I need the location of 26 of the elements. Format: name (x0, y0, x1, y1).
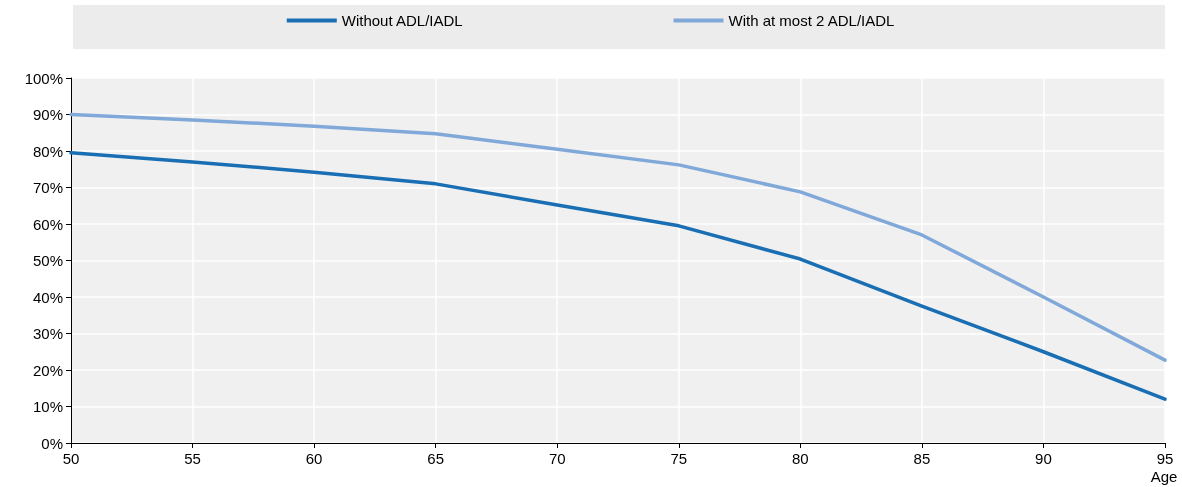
x-tick-label: 75 (670, 450, 688, 467)
x-tick-label: 95 (1156, 450, 1174, 467)
y-tick-label: 30% (32, 325, 63, 342)
y-tick-label: 50% (32, 252, 63, 269)
x-tick-label: 60 (305, 450, 323, 467)
x-tick-label: 80 (791, 450, 809, 467)
legend-label: Without ADL/IADL (341, 12, 463, 29)
x-tick-label: 70 (548, 450, 566, 467)
x-tick-label: 50 (62, 450, 80, 467)
y-tick-label: 20% (32, 361, 63, 379)
y-tick-label: 40% (32, 288, 63, 306)
y-tick-label: 60% (32, 215, 63, 233)
legend-label: With at most 2 ADL/IADL (728, 12, 895, 29)
y-tick-label: 10% (32, 398, 63, 415)
line-series (69, 112, 1167, 362)
x-tick-label: 65 (427, 450, 445, 467)
line-series (69, 151, 1167, 401)
y-tick-label: 100% (24, 69, 63, 87)
y-tick-label: 70% (32, 179, 63, 196)
y-tick-label: 80% (32, 142, 63, 160)
y-tick-label: 90% (32, 106, 63, 123)
x-tick-label: 90 (1035, 450, 1052, 467)
x-tick-label: 55 (184, 450, 201, 467)
x-axis-title: Age (1150, 468, 1178, 485)
x-tick-label: 85 (913, 450, 931, 467)
y-tick-label: 0% (41, 434, 63, 452)
